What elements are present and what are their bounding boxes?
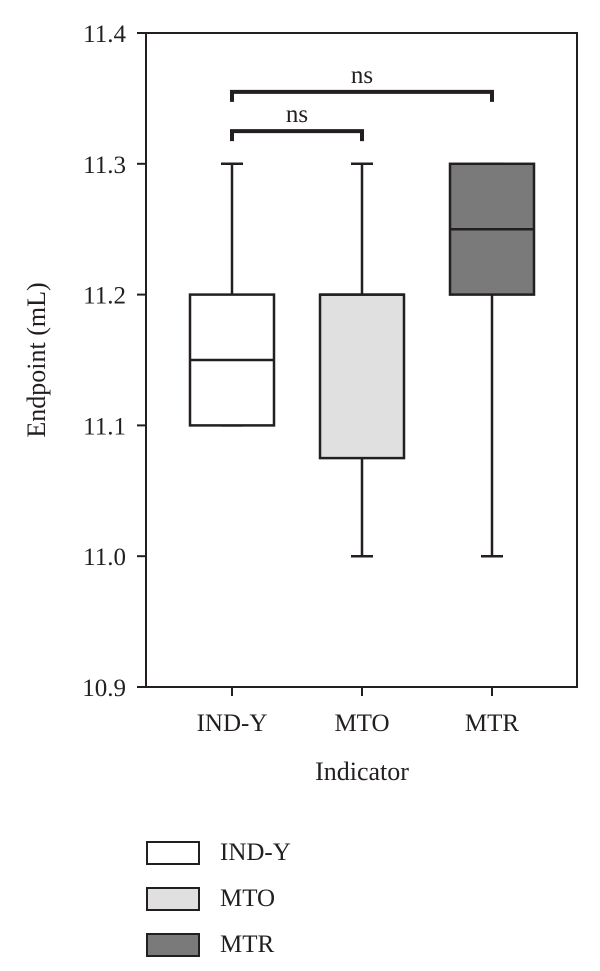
y-axis-label: Endpoint (mL): [22, 282, 51, 437]
y-tick-label: 10.9: [82, 675, 126, 702]
legend-swatch-mto: [146, 887, 200, 911]
x-tick-label: IND-Y: [197, 710, 268, 737]
bracket-line: [230, 89, 494, 102]
boxes-layer: [188, 162, 536, 558]
x-axis-label: Indicator: [315, 757, 409, 786]
legend-label: IND-Y: [220, 839, 291, 866]
x-tick-label: MTR: [465, 710, 520, 737]
box-mtr: [448, 162, 536, 558]
significance-bracket: ns: [230, 62, 494, 102]
legend-item: MTO: [146, 876, 291, 922]
y-tick-label: 11.4: [83, 21, 126, 48]
y-tick-label: 11.1: [83, 413, 126, 440]
significance-bracket: ns: [230, 101, 364, 142]
legend-label: MTR: [220, 931, 275, 958]
y-tick-label: 11.3: [83, 152, 126, 179]
box-mto: [318, 162, 406, 558]
x-tick-label: MTO: [334, 710, 389, 737]
significance-label: ns: [351, 62, 373, 89]
y-tick-label: 11.2: [83, 283, 126, 310]
significance-label: ns: [286, 101, 308, 128]
legend: IND-Y MTO MTR: [146, 830, 291, 968]
annotations-layer: ns ns: [230, 62, 494, 142]
bracket-line: [230, 129, 364, 142]
y-tick-label: 11.0: [83, 544, 126, 571]
legend-item: MTR: [146, 922, 291, 968]
legend-label: MTO: [220, 885, 276, 912]
legend-swatch-ind-y: [146, 841, 200, 865]
legend-swatch-mtr: [146, 933, 200, 957]
box-ind-y: [188, 162, 276, 427]
legend-item: IND-Y: [146, 830, 291, 876]
iqr-box: [318, 293, 406, 460]
axes-layer: 10.9 11.0 11.1 11.2 11.3 11.4 IND-Y MTO MTR: [82, 21, 578, 737]
